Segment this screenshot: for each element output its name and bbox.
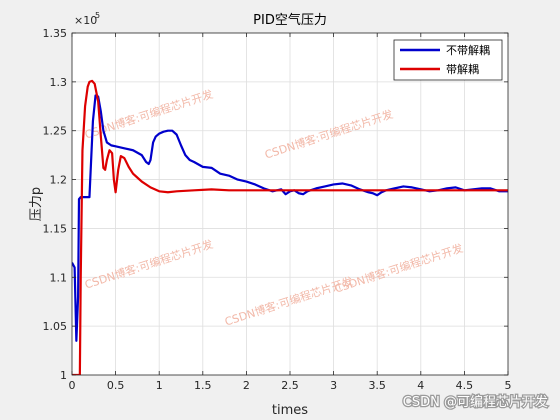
y-exponent-base: ×10 <box>74 14 97 27</box>
x-tick-label: 2 <box>243 379 250 392</box>
x-tick-label: 3.5 <box>368 379 386 392</box>
y-tick-label: 1.15 <box>43 222 68 235</box>
x-tick-labels: 0 0.5 1 1.5 2 2.5 3 3.5 4 4.5 5 <box>69 379 512 392</box>
series-line-0 <box>72 94 508 342</box>
x-tick-label: 4.5 <box>456 379 474 392</box>
x-tick-label: 4 <box>417 379 424 392</box>
grid <box>72 33 508 375</box>
x-tick-label: 0.5 <box>107 379 125 392</box>
x-tick-label: 1.5 <box>194 379 212 392</box>
x-tick-label: 1 <box>156 379 163 392</box>
legend-label-series-1: 带解耦 <box>446 62 479 76</box>
y-exponent-power: 5 <box>95 11 100 20</box>
y-tick-label: 1.25 <box>43 125 68 138</box>
x-tick-label: 0 <box>69 379 76 392</box>
y-tick-label: 1 <box>60 369 67 382</box>
legend-box <box>393 39 503 81</box>
y-tick-label: 1.35 <box>43 27 68 40</box>
x-tick-label: 2.5 <box>281 379 299 392</box>
legend: 不带解耦 带解耦 <box>393 39 503 81</box>
chart-title: PID空气压力 <box>253 12 327 28</box>
x-tick-label: 3 <box>330 379 337 392</box>
series-layer <box>72 79 508 375</box>
x-axis-label: times <box>272 403 308 418</box>
legend-label-series-0: 不带解耦 <box>446 43 490 57</box>
y-tick-label: 1.2 <box>50 174 68 187</box>
y-axis-label: 压力p <box>29 187 44 221</box>
y-tick-label: 1.05 <box>43 320 68 333</box>
y-exponent: ×10 5 <box>74 11 100 27</box>
y-tick-label: 1.1 <box>50 271 68 284</box>
ticks <box>71 32 509 376</box>
y-tick-labels: 1 1.05 1.1 1.15 1.2 1.25 1.3 1.35 <box>43 27 68 382</box>
series-line-1 <box>72 79 508 375</box>
credit-watermark: CSDN @可编程芯片开发 <box>403 394 548 410</box>
y-tick-label: 1.3 <box>50 76 68 89</box>
x-tick-label: 5 <box>505 379 512 392</box>
